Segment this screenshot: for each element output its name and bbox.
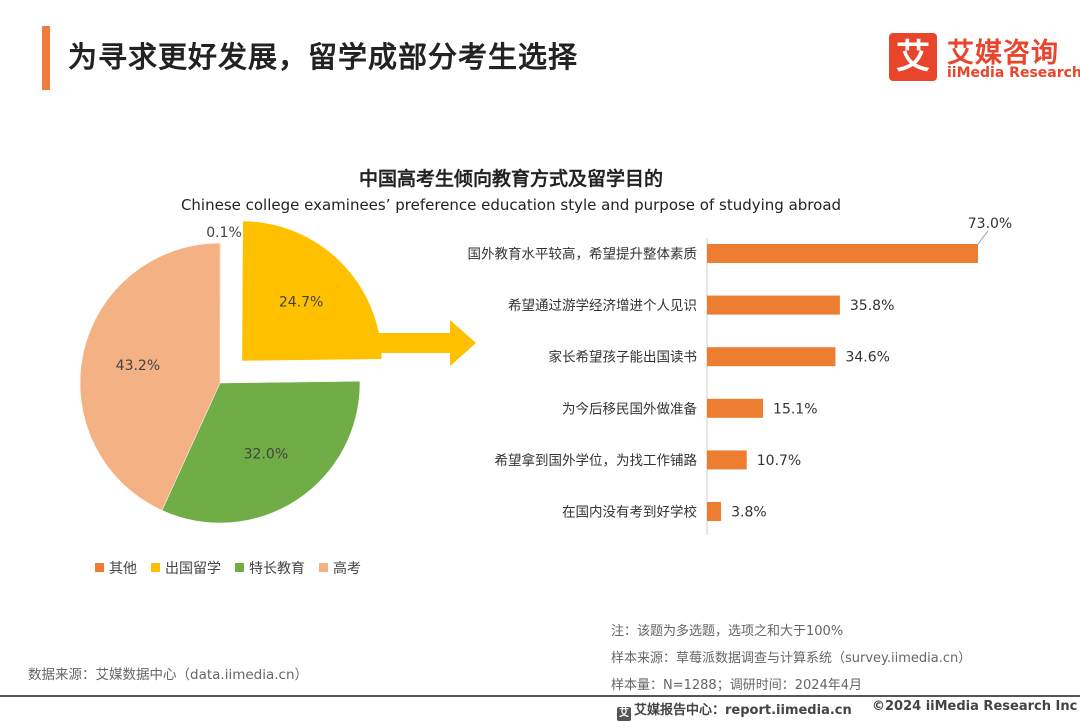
note-multiple-choice: 注：该题为多选题，选项之和大于100% <box>611 624 844 639</box>
legend-swatch-1 <box>151 563 160 572</box>
footer-logo-icon: 艾 <box>617 707 631 721</box>
pie-label-3: 43.2% <box>116 358 160 374</box>
bar-2 <box>707 347 836 367</box>
title-accent-bar <box>42 26 50 90</box>
logo-english-name: iiMedia Research <box>947 65 1080 81</box>
bar-category-label-3: 为今后移民国外做准备 <box>562 400 697 417</box>
bar-category-label-4: 希望拿到国外学位，为找工作铺路 <box>495 452 698 469</box>
pie-slice-3 <box>79 242 221 511</box>
legend-swatch-0 <box>95 563 104 572</box>
footer-copyright: ©2024 iiMedia Research Inc <box>872 699 1078 714</box>
footer-report-text: 艾媒报告中心：report.iimedia.cn <box>634 703 852 718</box>
bar-4 <box>707 450 747 470</box>
transition-arrow <box>378 320 476 366</box>
bar-1 <box>707 295 840 315</box>
legend-label-2: 特长教育 <box>249 561 305 577</box>
data-source: 数据来源：艾媒数据中心（data.iimedia.cn） <box>28 667 309 683</box>
bar-value-label-0: 73.0% <box>968 216 1012 232</box>
legend-swatch-3 <box>319 563 328 572</box>
note-sample-size: 样本量：N=1288；调研时间：2024年4月 <box>611 678 863 693</box>
bar-category-label-0: 国外教育水平较高，希望提升整体素质 <box>468 246 698 263</box>
bar-category-label-1: 希望通过游学经济增进个人见识 <box>508 298 697 314</box>
pie-label-2: 32.0% <box>244 446 288 462</box>
page-title: 为寻求更好发展，留学成部分考生选择 <box>68 40 579 74</box>
bar-value-label-4: 10.7% <box>757 453 801 469</box>
note-sample-source: 样本来源：草莓派数据调查与计算系统（survey.iimedia.cn） <box>611 651 972 666</box>
logo-mark: 艾 <box>889 33 937 81</box>
bar-value-label-1: 35.8% <box>850 298 894 314</box>
chart-title: 中国高考生倾向教育方式及留学目的 <box>358 168 663 190</box>
bar-value-label-2: 34.6% <box>845 350 889 366</box>
iimedia-logo: 艾 艾媒咨询 iiMedia Research <box>889 31 1080 87</box>
footer-divider <box>0 695 1080 697</box>
bar-category-label-5: 在国内没有考到好学校 <box>562 504 697 521</box>
pie-chart: 0.1% 24.7% 32.0% 43.2% <box>79 220 383 524</box>
bar-chart: 国外教育水平较高，希望提升整体素质 73.0% 希望通过游学经济增进个人见识 35.8… <box>468 216 1012 535</box>
bar-label-leader-line <box>977 230 989 245</box>
bar-3 <box>707 398 764 418</box>
bar-5 <box>707 502 722 521</box>
chart-subtitle: Chinese college examinees’ preference ed… <box>180 196 842 214</box>
bar-0 <box>707 244 978 263</box>
pie-label-1: 24.7% <box>279 294 323 310</box>
pie-slice-1 <box>241 220 383 362</box>
footer-report-center: 艾艾媒报告中心：report.iimedia.cn <box>617 699 852 721</box>
bar-category-label-2: 家长希望孩子能出国读书 <box>549 349 698 366</box>
pie-label-0: 0.1% <box>206 225 242 241</box>
pie-legend: 其他 出国留学 特长教育 高考 <box>95 560 361 577</box>
bar-value-label-3: 15.1% <box>773 401 817 417</box>
legend-label-0: 其他 <box>109 561 137 577</box>
legend-label-1: 出国留学 <box>165 561 221 577</box>
legend-label-3: 高考 <box>333 560 361 577</box>
legend-swatch-2 <box>235 563 244 572</box>
bar-value-label-5: 3.8% <box>731 505 767 521</box>
logo-chinese-name: 艾媒咨询 <box>947 38 1059 69</box>
pie-slice-2 <box>161 380 361 524</box>
